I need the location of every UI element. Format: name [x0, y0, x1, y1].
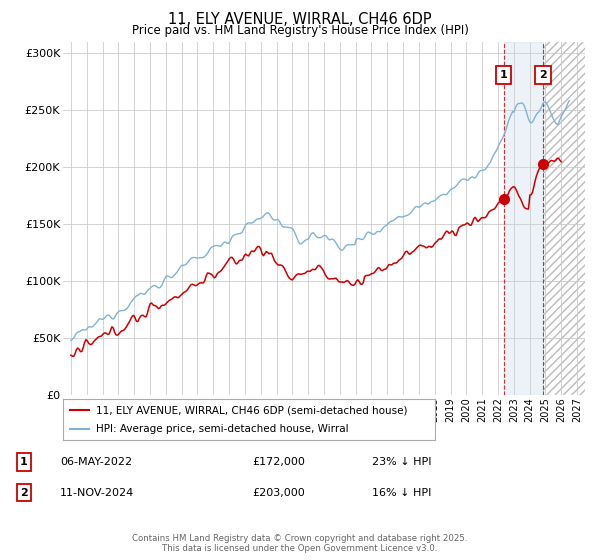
Text: £172,000: £172,000 [252, 457, 305, 467]
Text: 11, ELY AVENUE, WIRRAL, CH46 6DP: 11, ELY AVENUE, WIRRAL, CH46 6DP [168, 12, 432, 27]
Text: 1: 1 [20, 457, 28, 467]
Text: Contains HM Land Registry data © Crown copyright and database right 2025.
This d: Contains HM Land Registry data © Crown c… [132, 534, 468, 553]
Text: 2: 2 [539, 70, 547, 80]
Text: HPI: Average price, semi-detached house, Wirral: HPI: Average price, semi-detached house,… [97, 424, 349, 433]
Text: 16% ↓ HPI: 16% ↓ HPI [372, 488, 431, 498]
Bar [503, 42, 543, 395]
Text: 23% ↓ HPI: 23% ↓ HPI [372, 457, 431, 467]
Text: 1: 1 [500, 70, 508, 80]
Text: 06-MAY-2022: 06-MAY-2022 [60, 457, 132, 467]
Text: 2: 2 [20, 488, 28, 498]
Text: £203,000: £203,000 [252, 488, 305, 498]
Bar [543, 42, 585, 395]
Text: Price paid vs. HM Land Registry's House Price Index (HPI): Price paid vs. HM Land Registry's House … [131, 24, 469, 36]
Text: 11, ELY AVENUE, WIRRAL, CH46 6DP (semi-detached house): 11, ELY AVENUE, WIRRAL, CH46 6DP (semi-d… [97, 405, 408, 415]
Bar [543, 42, 585, 395]
Text: 11-NOV-2024: 11-NOV-2024 [60, 488, 134, 498]
